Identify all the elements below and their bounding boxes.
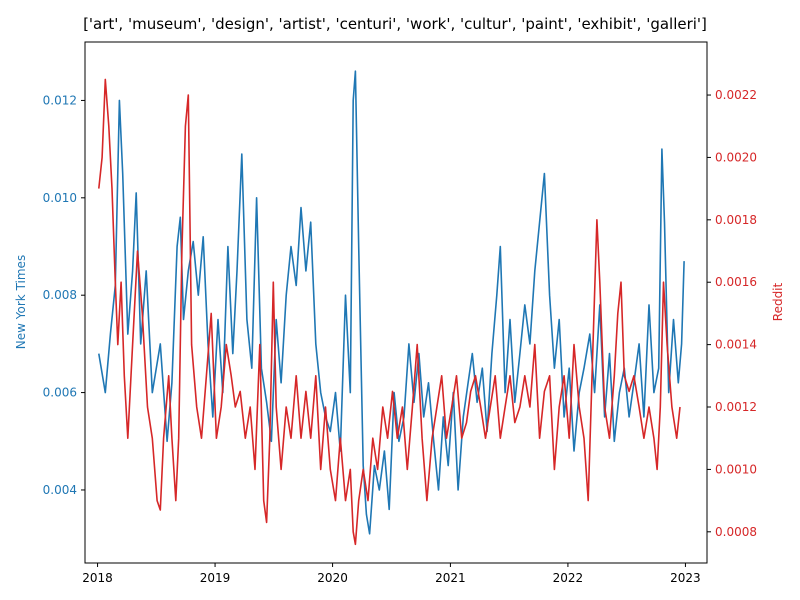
right-axis-label: Reddit: [771, 282, 785, 321]
x-tick-label: 2022: [553, 571, 584, 585]
x-tick-label: 2020: [317, 571, 348, 585]
x-tick-label: 2023: [670, 571, 701, 585]
left-tick-label: 0.010: [43, 191, 77, 205]
x-tick-label: 2019: [200, 571, 231, 585]
left-tick-label: 0.012: [43, 93, 77, 107]
right-y-axis: 0.0008 0.0010 0.0012 0.0014 0.0016 0.0018 0.00…: [707, 88, 757, 539]
right-tick-label: 0.0014: [715, 338, 757, 352]
left-axis-label: New York Times: [14, 255, 28, 349]
left-tick-label: 0.004: [43, 483, 77, 497]
series-layer: [98, 70, 685, 546]
x-axis: 2018 2019 2020 2021 2022 2023: [82, 563, 701, 585]
chart-title: ['art', 'museum', 'design', 'artist', 'c…: [83, 15, 707, 33]
series-line-reddit: [98, 78, 681, 546]
x-tick-label: 2021: [435, 571, 466, 585]
left-tick-label: 0.008: [43, 288, 77, 302]
right-tick-label: 0.0012: [715, 400, 757, 414]
right-tick-label: 0.0016: [715, 275, 757, 289]
plot-frame: [84, 41, 708, 564]
left-tick-label: 0.006: [43, 386, 77, 400]
right-tick-label: 0.0010: [715, 462, 757, 476]
right-tick-label: 0.0020: [715, 150, 757, 164]
right-tick-label: 0.0008: [715, 525, 757, 539]
right-tick-label: 0.0022: [715, 88, 757, 102]
right-tick-label: 0.0018: [715, 213, 757, 227]
x-tick-label: 2018: [82, 571, 113, 585]
left-y-axis: 0.004 0.006 0.008 0.010 0.012: [43, 93, 85, 497]
